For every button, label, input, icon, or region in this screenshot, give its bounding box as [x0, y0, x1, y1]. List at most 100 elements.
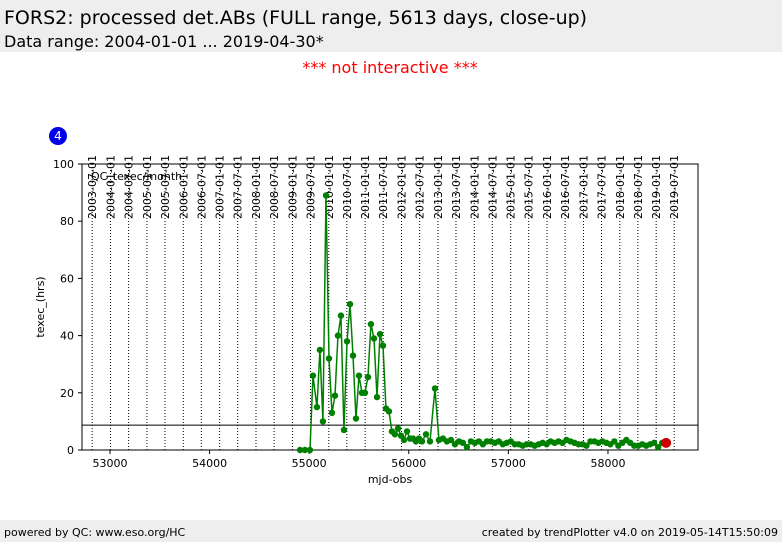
- title: FORS2: processed det.ABs (FULL range, 56…: [4, 7, 587, 29]
- x-axis-label: mjd-obs: [368, 473, 413, 486]
- y-tick-label: 40: [60, 330, 74, 343]
- data-point: [346, 300, 354, 308]
- data-point: [361, 389, 369, 396]
- date-tick-label: 2004-01-01: [104, 155, 117, 219]
- data-point: [309, 372, 317, 379]
- header-band: [0, 0, 782, 52]
- date-tick-label: 2007-01-01: [214, 155, 227, 219]
- data-point: [340, 426, 348, 434]
- date-tick-label: 2005-01-01: [141, 155, 154, 219]
- y-tick-label: 100: [53, 158, 74, 171]
- data-point: [349, 352, 357, 359]
- data-point: [431, 385, 439, 392]
- footer-band: [0, 520, 782, 542]
- plot-frame: [81, 163, 699, 451]
- y-axis-label: texec_(hrs): [34, 276, 47, 337]
- data-point: [385, 408, 393, 415]
- data-point: [364, 373, 372, 381]
- data-point: [306, 446, 314, 454]
- date-tick-label: 2008-07-01: [268, 155, 281, 219]
- x-tick-label: 55000: [292, 457, 327, 470]
- date-tick-label: 2003-07-01: [86, 155, 99, 219]
- date-tick-label: 2010-01-01: [323, 155, 336, 219]
- y-tick-label: 80: [60, 215, 74, 228]
- y-tick-label: 60: [60, 272, 74, 285]
- badge-label: 4: [54, 129, 62, 143]
- date-tick-label: 2018-07-01: [632, 155, 645, 219]
- data-point: [403, 428, 411, 435]
- plot-area: [82, 164, 698, 450]
- date-tick-label: 2008-01-01: [250, 155, 263, 219]
- badge: [49, 127, 67, 145]
- x-tick-label: 58000: [590, 457, 625, 470]
- data-point: [583, 442, 590, 449]
- data-point: [296, 446, 304, 454]
- date-tick-label: 2006-07-01: [195, 155, 208, 219]
- subtitle: Data range: 2004-01-01 ... 2019-04-30*: [4, 32, 324, 51]
- data-point: [322, 192, 330, 199]
- data-point: [355, 372, 363, 379]
- data-point: [379, 342, 387, 349]
- data-point: [373, 393, 381, 401]
- date-tick-label: 2016-07-01: [559, 155, 572, 219]
- data-point: [319, 418, 327, 425]
- data-point: [325, 355, 333, 362]
- date-tick-label: 2014-01-01: [468, 155, 481, 219]
- data-point: [367, 320, 375, 328]
- date-tick-label: 2016-01-01: [541, 155, 554, 219]
- data-point: [426, 438, 434, 445]
- data-point: [418, 438, 426, 445]
- date-tick-label: 2018-01-01: [614, 155, 627, 219]
- date-tick-label: 2015-01-01: [505, 155, 518, 219]
- date-tick-label: 2011-01-01: [359, 155, 372, 219]
- x-tick-label: 54000: [192, 457, 227, 470]
- data-point: [301, 446, 309, 454]
- data-point: [316, 346, 324, 354]
- data-point: [370, 335, 378, 342]
- panel-label: QC_texec/month: [91, 170, 182, 183]
- data-point: [376, 330, 384, 338]
- date-tick-label: 2009-07-01: [304, 155, 317, 219]
- notice: *** not interactive ***: [302, 58, 477, 77]
- data-point: [650, 439, 658, 447]
- date-tick-label: 2017-07-01: [595, 155, 608, 219]
- date-tick-label: 2013-01-01: [432, 155, 445, 219]
- data-point: [337, 312, 345, 319]
- date-tick-label: 2019-01-01: [650, 155, 663, 219]
- data-point: [422, 431, 430, 438]
- date-tick-label: 2019-07-01: [668, 155, 681, 219]
- x-tick-label: 53000: [92, 457, 127, 470]
- data-point: [391, 431, 399, 438]
- data-point: [331, 392, 339, 399]
- date-tick-label: 2007-07-01: [232, 155, 245, 219]
- date-tick-label: 2011-07-01: [377, 155, 390, 219]
- y-tick-label: 0: [67, 444, 74, 457]
- date-tick-label: 2006-01-01: [177, 155, 190, 219]
- data-point: [611, 438, 618, 445]
- date-tick-label: 2012-01-01: [396, 155, 409, 219]
- date-tick-label: 2012-07-01: [414, 155, 427, 219]
- x-tick-label: 57000: [491, 457, 526, 470]
- data-point: [313, 403, 321, 411]
- date-tick-label: 2015-07-01: [523, 155, 536, 219]
- date-tick-label: 2004-07-01: [123, 155, 136, 219]
- data-point: [334, 332, 342, 339]
- data-point: [459, 439, 467, 447]
- date-tick-label: 2017-01-01: [577, 155, 590, 219]
- data-point: [654, 443, 662, 451]
- y-tick-label: 20: [60, 387, 74, 400]
- x-tick-label: 56000: [391, 457, 426, 470]
- footer-left: powered by QC: www.eso.org/HC: [4, 526, 186, 539]
- date-tick-label: 2010-07-01: [341, 155, 354, 219]
- data-point: [343, 338, 351, 345]
- data-point: [447, 436, 455, 444]
- date-tick-label: 2013-07-01: [450, 155, 463, 219]
- data-point: [394, 425, 402, 432]
- date-tick-label: 2005-07-01: [159, 155, 172, 219]
- data-point: [661, 437, 672, 448]
- data-point: [352, 415, 360, 422]
- date-tick-label: 2009-01-01: [286, 155, 299, 219]
- data-point: [463, 443, 471, 451]
- data-point: [328, 409, 336, 417]
